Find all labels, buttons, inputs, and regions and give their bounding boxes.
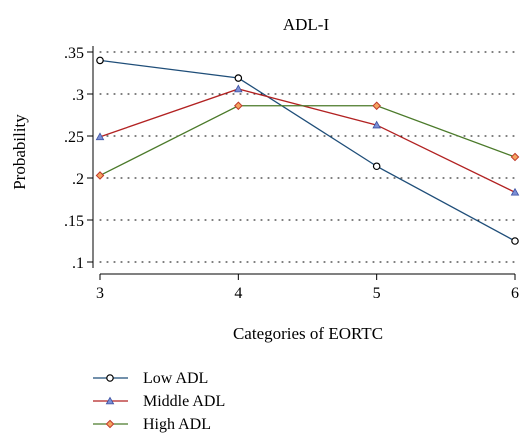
- legend-marker: [106, 374, 114, 382]
- data-point: [510, 187, 520, 196]
- chart-title: ADL-I: [283, 15, 330, 34]
- y-tick-label: .1: [72, 255, 84, 272]
- data-point: [234, 84, 243, 93]
- axes: .1 .15 .2 .25 .3 .35 3 4 5 6: [64, 45, 519, 302]
- data-point: [372, 162, 381, 171]
- data-point: [510, 152, 520, 162]
- series-line-middle-adl: [99, 88, 516, 193]
- y-tick-label: .2: [72, 171, 84, 188]
- legend-label: Low ADL: [143, 370, 208, 387]
- y-tick-label: .3: [72, 87, 84, 104]
- data-point: [96, 56, 104, 65]
- x-tick-label: 6: [511, 285, 519, 302]
- legend-label: Middle ADL: [143, 393, 225, 410]
- data-point: [511, 237, 519, 245]
- x-tick-label: 3: [96, 285, 104, 302]
- legend-marker: [105, 396, 115, 405]
- legend: Low ADL Middle ADL High ADL: [93, 370, 225, 433]
- y-tick-label: .15: [64, 213, 84, 230]
- x-tick-label: 4: [234, 285, 242, 302]
- grid: [99, 51, 516, 263]
- x-tick-label: 5: [373, 285, 381, 302]
- series-group: [95, 56, 520, 245]
- series-line-low-adl: [99, 59, 516, 242]
- data-point: [372, 101, 381, 111]
- x-axis-label: Categories of EORTC: [233, 324, 383, 343]
- data-point: [95, 132, 105, 141]
- legend-label: High ADL: [143, 416, 211, 433]
- legend-marker: [105, 419, 115, 429]
- y-tick-label: .35: [64, 45, 84, 62]
- y-axis-label: Probability: [10, 114, 29, 190]
- data-point: [234, 74, 243, 82]
- data-point: [95, 171, 105, 180]
- series-line-high-adl: [99, 105, 516, 177]
- data-point: [372, 120, 381, 129]
- data-point: [234, 101, 243, 111]
- y-tick-label: .25: [64, 129, 84, 146]
